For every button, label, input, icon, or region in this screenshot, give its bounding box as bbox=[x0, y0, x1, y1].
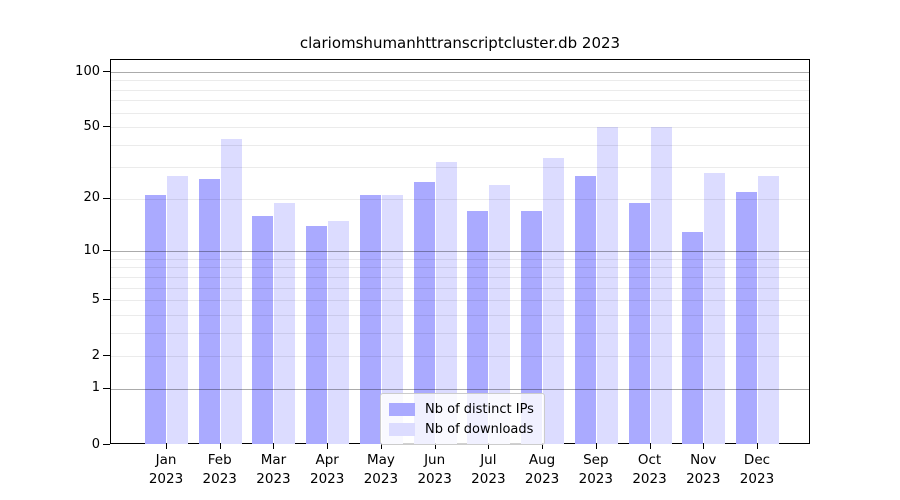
y-tick-label: 20 bbox=[83, 190, 100, 206]
chart-title: clariomshumanhttranscriptcluster.db 2023 bbox=[299, 34, 621, 52]
legend: Nb of distinct IPs Nb of downloads bbox=[380, 393, 545, 445]
y-tick-mark bbox=[103, 250, 110, 252]
bar-downloads-sep bbox=[596, 127, 618, 444]
x-tick-mark bbox=[542, 444, 544, 449]
gridline-minor bbox=[111, 300, 809, 302]
bar-distinct-ips-oct bbox=[628, 202, 650, 444]
x-tick-mark bbox=[327, 444, 329, 449]
bar-distinct-ips-jan bbox=[145, 195, 166, 444]
bar-distinct-ips-may bbox=[359, 195, 381, 444]
x-tick-mark bbox=[380, 444, 382, 449]
x-tick-label-mar: Mar 2023 bbox=[256, 452, 291, 487]
x-tick-mark bbox=[488, 444, 490, 449]
gridline-major bbox=[111, 72, 809, 73]
bar-distinct-ips-feb bbox=[198, 178, 220, 444]
bar-distinct-ips-nov bbox=[682, 231, 704, 444]
gridline-minor bbox=[111, 356, 809, 358]
bars-layer bbox=[111, 60, 809, 444]
x-tick-label-nov: Nov 2023 bbox=[686, 452, 721, 487]
y-tick-label: 50 bbox=[83, 118, 100, 134]
y-tick-mark bbox=[103, 444, 110, 445]
x-tick-label-feb: Feb 2023 bbox=[202, 452, 237, 487]
gridline-major bbox=[111, 388, 809, 390]
y-tick-label: 2 bbox=[91, 347, 100, 363]
bar-downloads-nov bbox=[704, 172, 726, 444]
bar-downloads-mar bbox=[274, 202, 296, 444]
bar-distinct-ips-aug bbox=[521, 211, 543, 444]
bar-downloads-apr bbox=[328, 220, 350, 444]
gridline-minor bbox=[111, 100, 809, 102]
x-tick-mark bbox=[166, 444, 167, 449]
x-tick-label-oct: Oct 2023 bbox=[632, 452, 667, 487]
x-tick-mark bbox=[219, 444, 221, 449]
x-tick-label-sep: Sep 2023 bbox=[578, 452, 613, 487]
x-tick-label-jul: Jul 2023 bbox=[471, 452, 506, 487]
legend-swatch-downloads bbox=[389, 422, 415, 436]
y-tick-label: 0 bbox=[91, 436, 100, 452]
y-tick-mark bbox=[103, 197, 110, 199]
y-tick-mark bbox=[103, 355, 110, 357]
x-tick-label-aug: Aug 2023 bbox=[524, 452, 560, 487]
gridline-minor bbox=[111, 167, 809, 169]
legend-label: Nb of downloads bbox=[425, 421, 534, 437]
gridline-minor bbox=[111, 80, 809, 82]
x-tick-mark bbox=[595, 444, 597, 449]
gridline-minor bbox=[111, 267, 809, 269]
plot-area bbox=[110, 59, 810, 444]
bar-distinct-ips-mar bbox=[252, 216, 274, 444]
bar-distinct-ips-jul bbox=[467, 211, 489, 444]
y-tick-mark bbox=[103, 71, 110, 72]
legend-item: Nb of downloads bbox=[389, 419, 534, 439]
gridline-minor bbox=[111, 258, 809, 260]
x-tick-label-apr: Apr 2023 bbox=[309, 452, 345, 487]
x-tick-mark bbox=[703, 444, 705, 449]
x-tick-mark bbox=[756, 444, 758, 449]
gridline-minor bbox=[111, 112, 809, 114]
bar-downloads-dec bbox=[757, 175, 779, 444]
bar-downloads-aug bbox=[543, 157, 565, 444]
y-tick-label: 100 bbox=[75, 63, 100, 79]
bar-downloads-oct bbox=[650, 127, 672, 444]
bar-downloads-jun bbox=[435, 162, 457, 444]
y-tick-label: 5 bbox=[91, 291, 100, 307]
x-tick-label-jun: Jun 2023 bbox=[417, 452, 452, 487]
gridline-minor bbox=[111, 127, 809, 129]
y-tick-mark bbox=[103, 126, 110, 128]
bar-downloads-jan bbox=[167, 175, 188, 444]
gridline-minor bbox=[111, 89, 809, 91]
gridline-minor bbox=[111, 332, 809, 334]
gridline-minor bbox=[111, 314, 809, 316]
x-tick-mark bbox=[273, 444, 275, 449]
bar-distinct-ips-jun bbox=[413, 181, 435, 444]
gridline-minor bbox=[111, 287, 809, 289]
gridline-major bbox=[111, 251, 809, 253]
gridline-minor bbox=[111, 198, 809, 200]
legend-swatch-distinct-ips bbox=[389, 402, 415, 416]
bar-distinct-ips-dec bbox=[735, 191, 757, 444]
y-tick-mark bbox=[103, 299, 110, 301]
y-tick-mark bbox=[103, 387, 110, 389]
bar-distinct-ips-apr bbox=[306, 226, 328, 444]
legend-item: Nb of distinct IPs bbox=[389, 399, 534, 419]
y-tick-label: 1 bbox=[91, 380, 100, 396]
x-tick-label-dec: Dec 2023 bbox=[739, 452, 775, 487]
gridline-minor bbox=[111, 144, 809, 146]
bar-downloads-may bbox=[381, 195, 403, 444]
y-tick-label: 10 bbox=[83, 242, 100, 258]
x-tick-mark bbox=[649, 444, 651, 449]
bar-downloads-jul bbox=[489, 184, 511, 444]
x-tick-mark bbox=[434, 444, 436, 449]
legend-label: Nb of distinct IPs bbox=[425, 401, 534, 417]
x-tick-label-jan: Jan 2023 bbox=[148, 452, 184, 487]
grid-layer bbox=[111, 60, 809, 443]
bar-downloads-feb bbox=[220, 139, 242, 444]
bar-distinct-ips-sep bbox=[574, 175, 596, 444]
x-tick-label-may: May 2023 bbox=[363, 452, 399, 487]
gridline-minor bbox=[111, 276, 809, 278]
